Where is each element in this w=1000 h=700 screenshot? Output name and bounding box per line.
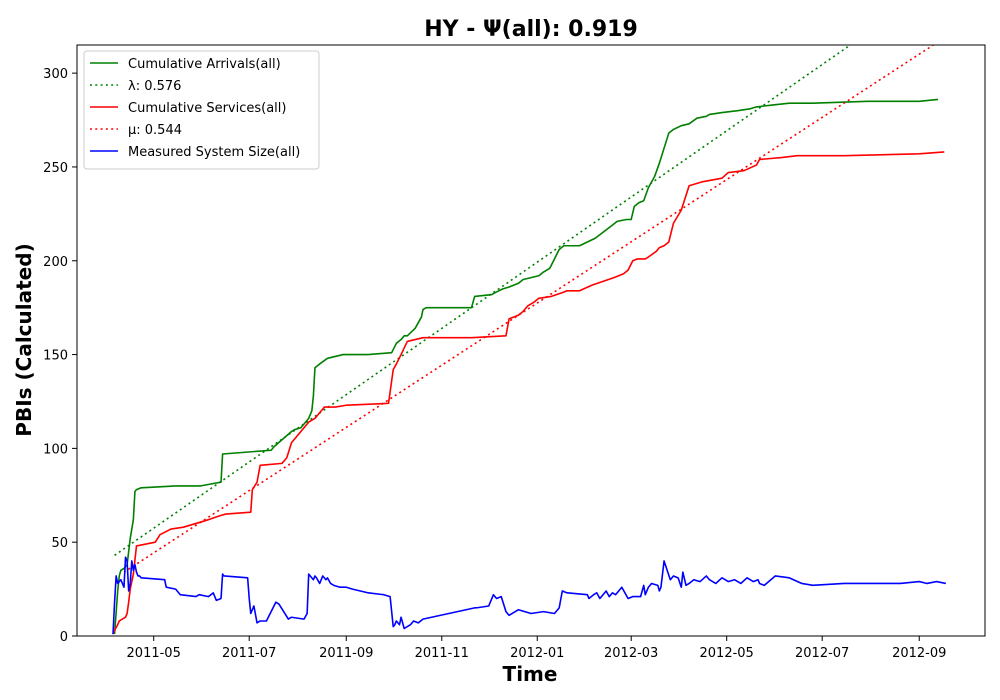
x-tick-label: 2011-09: [319, 646, 373, 661]
x-tick-label: 2011-11: [415, 646, 469, 661]
x-tick-label: 2012-09: [892, 646, 946, 661]
legend: Cumulative Arrivals(all) λ: 0.576 Cumulati…: [83, 50, 320, 170]
chart-title: HY - Ψ(all): 0.919: [424, 17, 638, 42]
series-line-2: [112, 151, 945, 635]
y-tick-label: 300: [43, 67, 68, 82]
y-tick-label: 50: [51, 536, 68, 551]
x-tick-label: 2012-01: [510, 646, 564, 661]
legend-box: [83, 50, 320, 170]
legend-label: Measured System Size(all): [128, 145, 300, 160]
x-tick-label: 2012-05: [700, 646, 754, 661]
series-line-3: [123, 45, 934, 573]
y-tick-label: 0: [60, 630, 68, 645]
y-axis-label: PBIs (Calculated): [12, 243, 36, 436]
y-tick-label: 150: [43, 349, 68, 364]
y-tick-label: 200: [43, 255, 68, 270]
plot-area: 2011-05 2011-07 2011-09 2011-11 2012-01 2012-…: [43, 44, 986, 661]
x-tick-label: 2011-05: [127, 646, 181, 661]
legend-label: μ: 0.544: [128, 123, 182, 138]
legend-label: Cumulative Arrivals(all): [128, 57, 281, 72]
x-axis-label: Time: [503, 662, 558, 686]
plot-frame: [76, 44, 986, 637]
series-line-1: [114, 45, 851, 556]
x-tick-label: 2011-07: [222, 646, 276, 661]
y-tick-label: 100: [43, 442, 68, 457]
legend-label: λ: 0.576: [128, 79, 181, 94]
y-tick-label: 250: [43, 161, 68, 176]
legend-label: Cumulative Services(all): [128, 101, 286, 116]
series-line-4: [112, 556, 947, 635]
series-line-0: [113, 98, 939, 635]
x-tick-label: 2012-03: [604, 646, 658, 661]
x-tick-label: 2012-07: [795, 646, 849, 661]
